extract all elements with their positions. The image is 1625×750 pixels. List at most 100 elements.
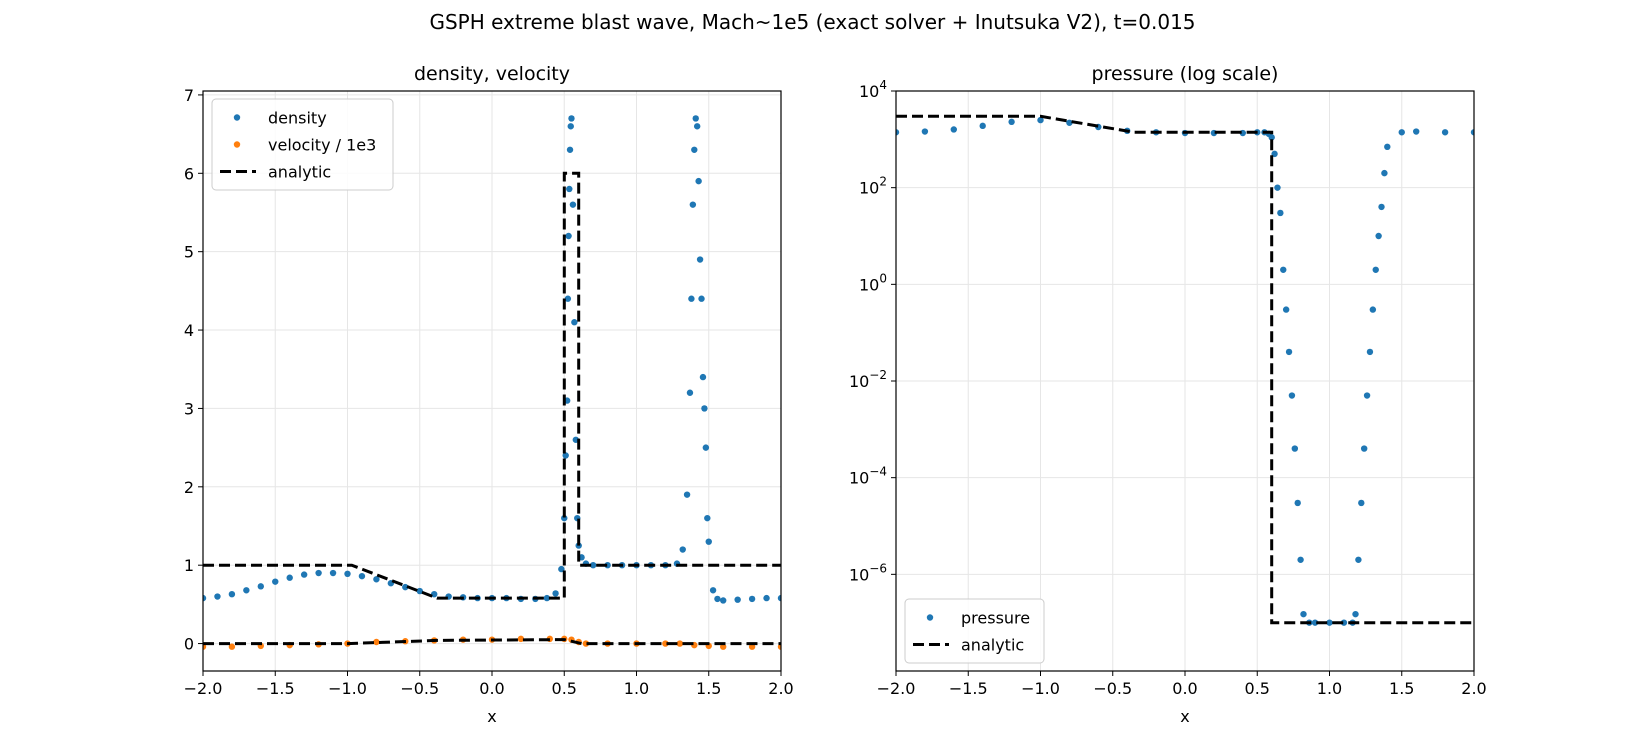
data-point — [1381, 169, 1388, 177]
x-tick-label: −2.0 — [184, 679, 223, 698]
data-point — [543, 594, 551, 602]
data-point — [734, 596, 741, 603]
data-point — [257, 583, 264, 590]
x-tick-label: 0.5 — [552, 679, 577, 698]
data-point — [979, 122, 986, 130]
data-point — [701, 405, 708, 412]
y-tick-base: 10 — [849, 372, 869, 391]
grid — [895, 90, 1475, 671]
data-point — [1268, 134, 1275, 141]
data-point — [692, 115, 699, 122]
y-tick-label: 2 — [184, 478, 194, 497]
data-point — [214, 593, 221, 600]
y-tick-label: 4 — [184, 321, 194, 340]
data-point — [1326, 619, 1333, 626]
legend-marker — [926, 614, 934, 621]
data-point — [567, 123, 574, 130]
data-point — [315, 569, 322, 577]
data-point — [562, 452, 569, 459]
data-point — [748, 595, 756, 603]
y-tick-base: 10 — [859, 179, 879, 198]
data-point — [1282, 306, 1290, 313]
data-point — [688, 295, 695, 302]
data-point — [565, 232, 572, 240]
data-point — [1300, 610, 1307, 618]
x-tick-label: −2.0 — [877, 679, 916, 698]
data-point — [1285, 348, 1293, 356]
data-point — [686, 389, 694, 396]
data-point — [1340, 619, 1348, 626]
y-tick-base: 10 — [859, 275, 879, 294]
legend-marker — [233, 114, 241, 121]
plot-area — [896, 114, 1474, 626]
data-point — [704, 514, 711, 522]
data-point — [203, 643, 207, 650]
data-point — [552, 590, 559, 597]
x-tick-label: 1.5 — [1389, 679, 1414, 698]
y-tick-label: 3 — [184, 399, 194, 418]
analytic-line — [896, 114, 1474, 625]
y-tick-label: 7 — [184, 86, 194, 105]
data-point — [344, 570, 351, 578]
panel-title: density, velocity — [414, 63, 570, 85]
legend: pressure analytic — [904, 598, 1045, 664]
data-point — [431, 590, 438, 598]
x-tick-label: 1.0 — [624, 679, 649, 698]
data-point — [582, 640, 590, 647]
data-point — [1066, 119, 1073, 126]
data-point — [748, 643, 756, 650]
data-point — [1372, 266, 1379, 273]
data-point — [679, 546, 686, 553]
data-point — [300, 571, 308, 578]
legend-label: velocity / 1e3 — [268, 136, 376, 155]
data-point — [714, 595, 721, 603]
axes-frame — [202, 90, 782, 672]
data-point — [286, 574, 293, 581]
data-point — [1384, 143, 1391, 151]
data-point — [589, 561, 597, 569]
data-point — [1358, 499, 1365, 507]
data-point — [696, 256, 704, 263]
data-point — [1355, 556, 1362, 563]
data-point — [1375, 232, 1382, 240]
data-point — [720, 597, 727, 604]
y-tick-label: 1 — [184, 556, 194, 575]
data-point — [689, 201, 697, 208]
y-tick-exponent: −6 — [869, 561, 887, 575]
data-point — [720, 643, 727, 650]
data-point — [566, 146, 574, 153]
data-point — [702, 444, 710, 451]
data-point — [1037, 116, 1044, 124]
data-point — [1297, 556, 1304, 563]
data-point — [228, 590, 236, 598]
data-point — [1413, 128, 1420, 135]
x-tick-label: 0.5 — [1245, 679, 1270, 698]
data-point — [693, 123, 701, 130]
data-point — [1280, 266, 1287, 273]
data-point — [243, 587, 250, 594]
chart-panel-1: density, velocity −2.0 −1.5 −1.0 −0.5 0.0 0.5 1… — [184, 63, 794, 726]
data-point — [777, 594, 781, 602]
data-point — [1378, 203, 1385, 211]
data-point — [358, 572, 366, 580]
legend-label: analytic — [961, 636, 1024, 655]
data-point — [691, 146, 698, 153]
y-tick-label: 0 — [184, 635, 194, 654]
data-point — [662, 640, 669, 647]
data-point — [1360, 445, 1368, 452]
data-point — [203, 594, 207, 602]
y-tick-exponent: 0 — [879, 271, 887, 285]
legend-marker — [233, 141, 241, 148]
data-point — [705, 538, 712, 545]
data-point — [683, 491, 691, 498]
y-tick-label: 102 — [859, 175, 887, 198]
x-tick-label: −1.5 — [949, 679, 988, 698]
data-point — [571, 319, 578, 326]
x-tick-label: −1.5 — [256, 679, 295, 698]
y-tick-base: 10 — [849, 469, 869, 488]
legend-label: density — [268, 109, 327, 128]
x-tick-label: 2.0 — [1461, 679, 1486, 698]
data-point — [569, 201, 577, 208]
data-point — [402, 583, 409, 591]
data-point — [777, 643, 781, 650]
